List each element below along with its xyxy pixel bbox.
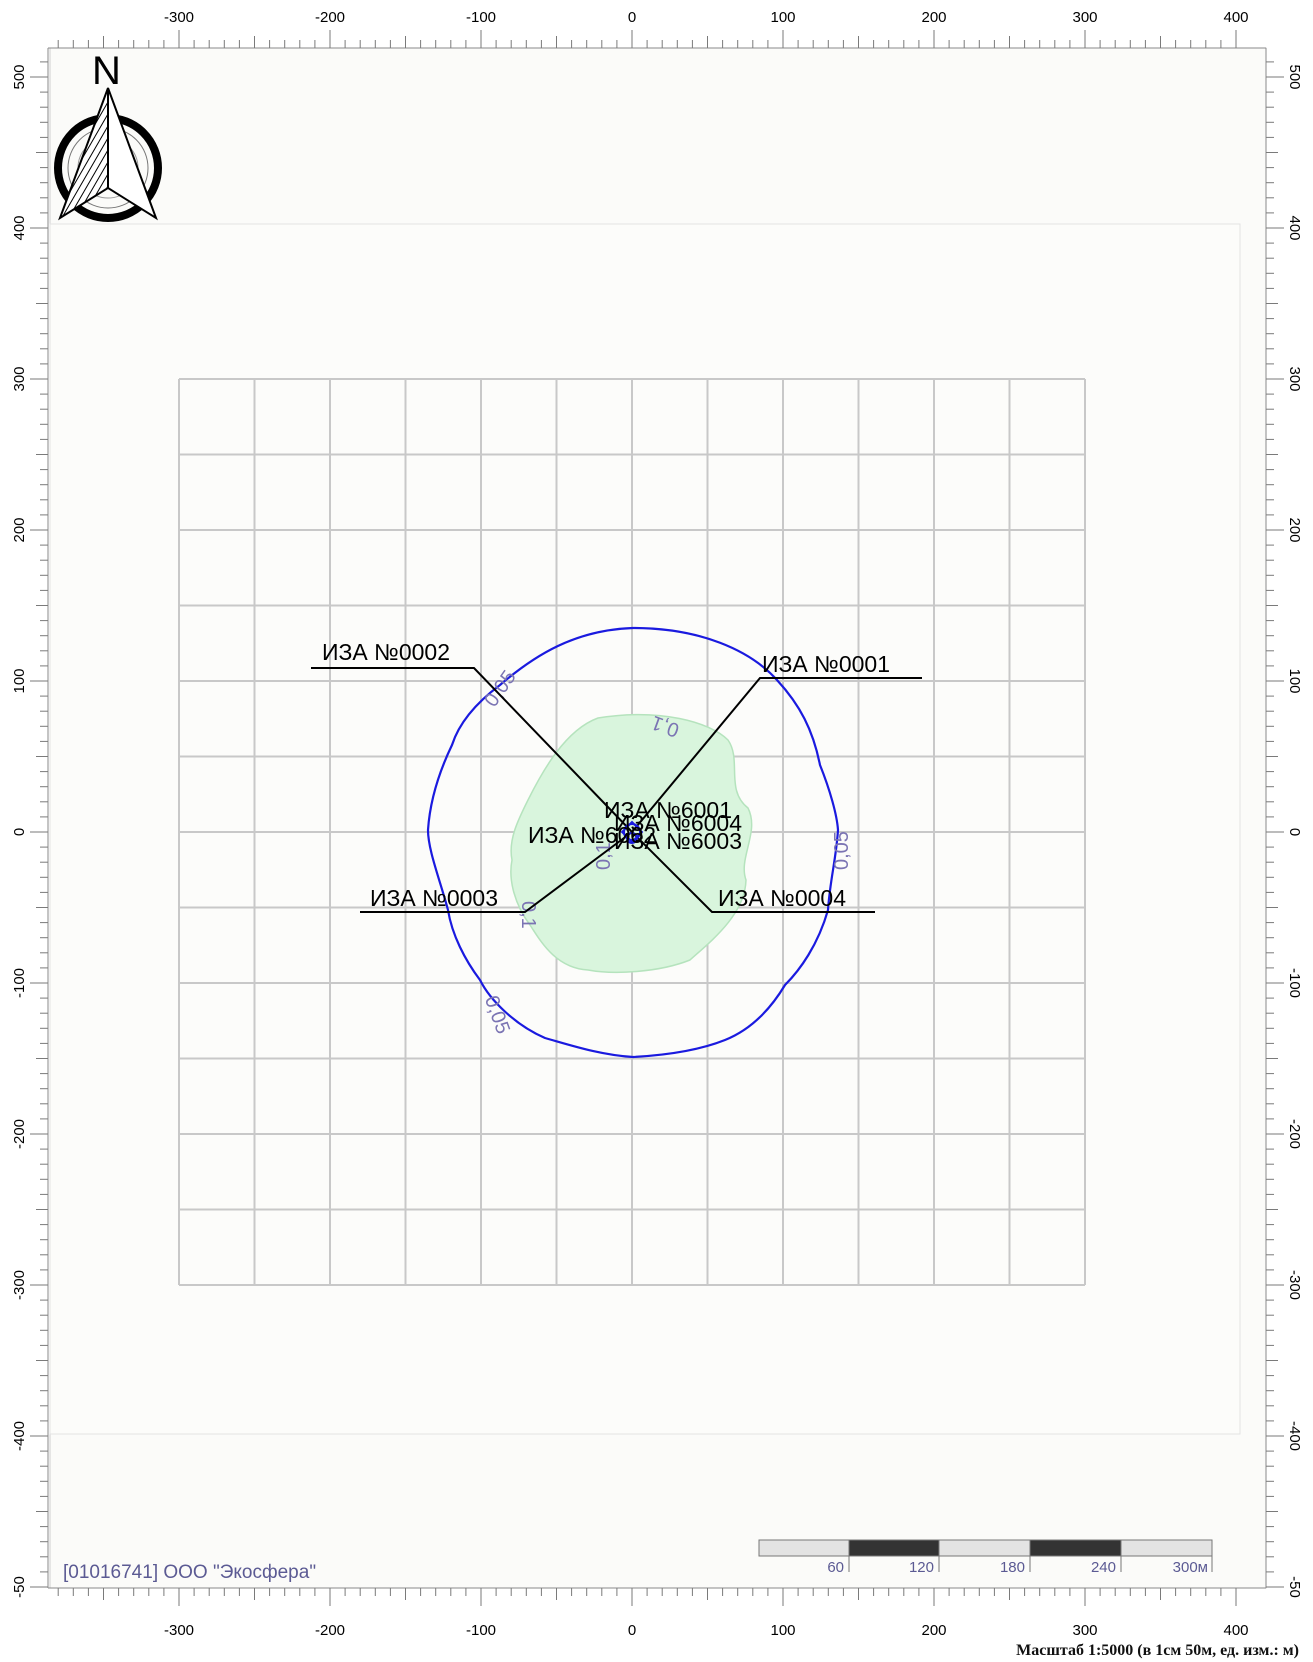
x-tick-label: 100 [770, 1622, 795, 1639]
source-cluster [620, 820, 644, 844]
x-tick-label: -100 [466, 1622, 496, 1639]
x-tick-label: 300 [1072, 9, 1097, 26]
scale-bar-label: 180 [1000, 1559, 1025, 1576]
y-tick-label: 500 [1286, 64, 1303, 89]
y-tick-label: 400 [1286, 215, 1303, 240]
x-tick-label: -200 [315, 9, 345, 26]
contour-label-0-1: 0,1 [517, 901, 539, 929]
y-tick-label: 400 [11, 215, 28, 240]
scale-bar-label: 300м [1173, 1559, 1208, 1576]
x-tick-label: 200 [921, 9, 946, 26]
x-tick-label: 100 [770, 9, 795, 26]
y-tick-label: 100 [1286, 668, 1303, 693]
y-tick-label: -200 [1286, 1119, 1303, 1149]
source-label: ИЗА №6001 [604, 797, 732, 823]
y-tick-label: 500 [11, 64, 28, 89]
source-leaders [311, 667, 922, 913]
y-tick-label: -100 [1286, 968, 1303, 998]
x-tick-label: 0 [628, 9, 636, 26]
calculation-grid [178, 378, 1086, 1286]
source-marker [623, 823, 641, 841]
y-tick-label: -400 [11, 1421, 28, 1451]
y-tick-label: -50 [11, 1576, 28, 1598]
axis-left [30, 48, 49, 1588]
axis-right [1265, 48, 1284, 1588]
scale-caption: Масштаб 1:5000 (в 1см 50м, ед. изм.: м) [1016, 1642, 1299, 1659]
isoline-0-05 [426, 626, 840, 1059]
x-tick-label: 200 [921, 1622, 946, 1639]
source-label: ИЗА №6002 [528, 822, 656, 848]
x-tick-label: 400 [1223, 1622, 1248, 1639]
leader-line [631, 831, 875, 913]
leader-line [360, 831, 633, 913]
leader-line [311, 667, 633, 833]
source-label: ИЗА №0003 [370, 885, 498, 911]
scale-bar: 60 120 180 240 300м [758, 1539, 1213, 1576]
leader-line [631, 677, 922, 833]
y-tick-label: -200 [11, 1119, 28, 1149]
x-tick-label: -300 [164, 1622, 194, 1639]
x-tick-label: -300 [164, 9, 194, 26]
x-tick-label: 300 [1072, 1622, 1097, 1639]
y-tick-label: -50 [1286, 1576, 1303, 1598]
source-label: ИЗА №0001 [762, 651, 890, 677]
contour-label-0-05: 0,05 [831, 831, 853, 870]
north-arrow-icon: N [54, 49, 162, 222]
x-tick-label: -200 [315, 1622, 345, 1639]
y-tick-label: -300 [11, 1270, 28, 1300]
x-tick-label: 400 [1223, 9, 1248, 26]
source-marker [620, 820, 644, 844]
y-tick-label: 0 [1286, 828, 1303, 836]
source-label: ИЗА №0004 [718, 885, 846, 911]
x-tick-label: -100 [466, 9, 496, 26]
scale-bar-label: 120 [909, 1559, 934, 1576]
y-tick-label: 0 [11, 828, 28, 836]
y-tick-label: -300 [1286, 1270, 1303, 1300]
y-tick-label: 200 [11, 517, 28, 542]
north-label: N [92, 49, 121, 93]
scale-bar-label: 60 [827, 1559, 844, 1576]
y-tick-label: 100 [11, 668, 28, 693]
source-label: ИЗА №6004 [614, 810, 742, 836]
scale-bar-label: 240 [1091, 1559, 1116, 1576]
axis-top [48, 30, 1266, 49]
y-tick-label: 200 [1286, 517, 1303, 542]
axis-bottom [48, 1587, 1266, 1606]
y-tick-label: -400 [1286, 1421, 1303, 1451]
x-tick-label: 0 [628, 1622, 636, 1639]
source-label: ИЗА №6003 [614, 828, 742, 854]
y-tick-label: -100 [11, 968, 28, 998]
y-tick-label: 300 [1286, 366, 1303, 391]
source-label: ИЗА №0002 [322, 639, 450, 665]
y-tick-label: 300 [11, 366, 28, 391]
organization-label: [01016741] ООО "Экосфера" [63, 1562, 316, 1583]
